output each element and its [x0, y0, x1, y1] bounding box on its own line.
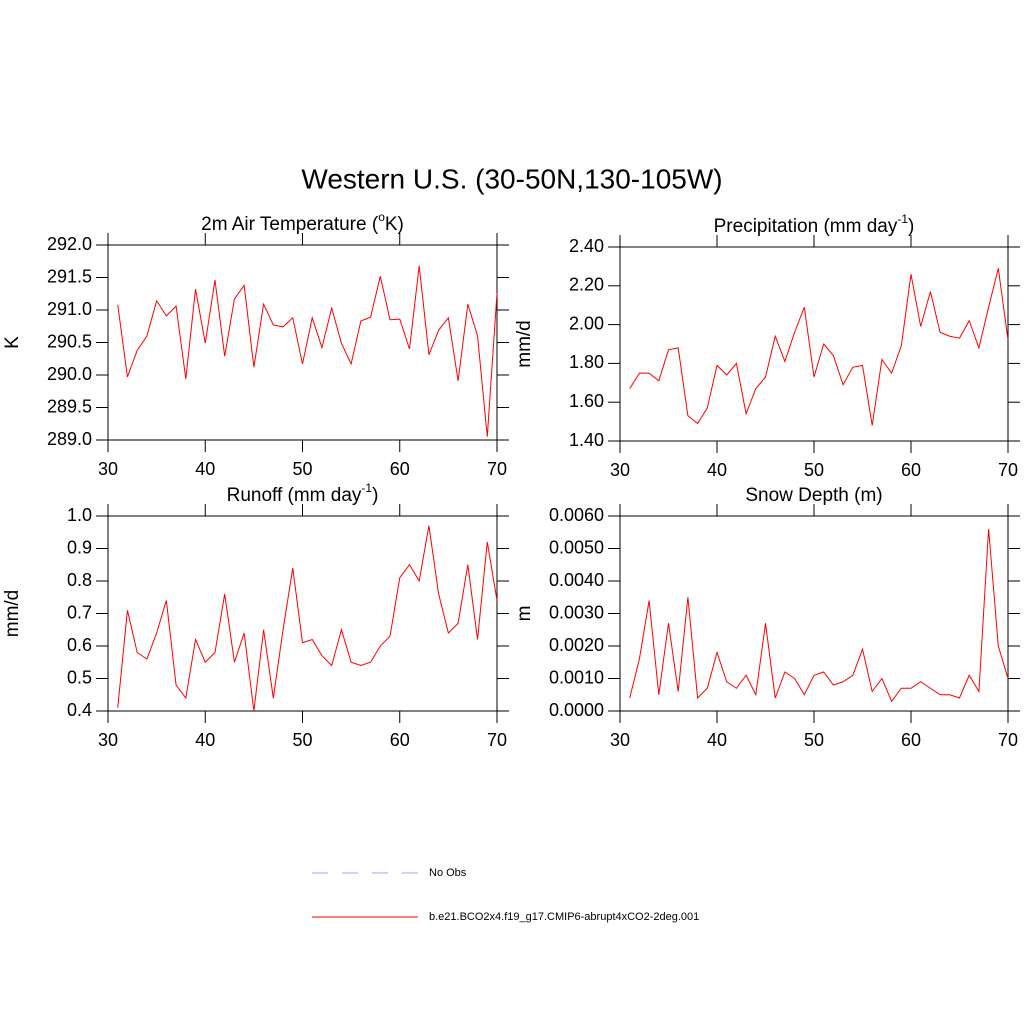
- y-tick-label: 292.0: [47, 234, 92, 254]
- title-part: o: [378, 210, 385, 224]
- y-axis-label: mm/d: [2, 590, 23, 638]
- x-tick-label: 30: [610, 730, 630, 750]
- y-tick-label: 290.5: [47, 331, 92, 351]
- title-part: Snow Depth (m): [745, 485, 882, 506]
- x-tick-label: 60: [390, 730, 410, 750]
- plot-frame: [107, 515, 498, 712]
- title-part: ): [908, 216, 914, 237]
- title-part: -1: [897, 212, 908, 226]
- x-tick-label: 70: [998, 730, 1018, 750]
- y-tick-label: 0.5: [67, 667, 92, 687]
- data-line: [117, 525, 498, 712]
- x-tick-label: 60: [901, 730, 921, 750]
- y-tick-label: 1.80: [569, 352, 604, 372]
- x-tick-label: 30: [98, 730, 118, 750]
- x-tick-label: 50: [292, 459, 312, 479]
- x-tick-label: 60: [901, 460, 921, 480]
- y-tick-label: 291.5: [47, 266, 92, 286]
- figure-title: Western U.S. (30-50N,130-105W): [301, 163, 722, 194]
- y-tick-label: 291.0: [47, 299, 92, 319]
- legend-label: b.e21.BCO2x4.f19_g17.CMIP6-abrupt4xCO2-2…: [429, 911, 699, 923]
- title-part: Runoff (mm day: [227, 485, 362, 506]
- panel-title: Snow Depth (m): [745, 485, 882, 506]
- legend-label: No Obs: [429, 867, 467, 879]
- title-part: 2m Air Temperature (: [201, 214, 379, 235]
- y-tick-label: 0.7: [67, 602, 92, 622]
- title-part: -1: [361, 481, 372, 495]
- data-line: [629, 268, 1009, 426]
- x-tick-label: 40: [707, 460, 727, 480]
- y-tick-label: 0.0060: [549, 505, 604, 525]
- x-tick-label: 40: [195, 730, 215, 750]
- x-tick-label: 30: [610, 460, 630, 480]
- y-tick-label: 0.8: [67, 570, 92, 590]
- plot-frame: [619, 515, 1009, 712]
- y-tick-label: 0.0020: [549, 635, 604, 655]
- y-tick-label: 0.0040: [549, 570, 604, 590]
- y-tick-label: 1.40: [569, 430, 604, 450]
- x-tick-label: 70: [487, 730, 507, 750]
- y-tick-label: 0.9: [67, 537, 92, 557]
- y-tick-label: 0.6: [67, 635, 92, 655]
- title-part: ): [372, 485, 378, 506]
- y-tick-label: 2.20: [569, 275, 604, 295]
- y-tick-label: 289.5: [47, 396, 92, 416]
- x-tick-label: 60: [390, 459, 410, 479]
- title-part: K): [385, 214, 404, 235]
- y-axis-label: K: [2, 336, 23, 349]
- y-axis-label: m: [514, 606, 535, 622]
- title-part: Precipitation (mm day: [714, 216, 898, 237]
- y-tick-label: 0.0050: [549, 537, 604, 557]
- y-tick-label: 289.0: [47, 429, 92, 449]
- y-tick-label: 0.0000: [549, 700, 604, 720]
- x-tick-label: 70: [998, 460, 1018, 480]
- panel-title: Runoff (mm day-1): [227, 481, 379, 506]
- panel-title: Precipitation (mm day-1): [714, 212, 915, 237]
- plot-frame: [107, 244, 498, 441]
- x-tick-label: 40: [195, 459, 215, 479]
- panel-title: 2m Air Temperature (oK): [201, 210, 404, 235]
- y-tick-label: 2.00: [569, 313, 604, 333]
- x-tick-label: 70: [487, 459, 507, 479]
- data-line: [629, 528, 1009, 703]
- x-tick-label: 50: [292, 730, 312, 750]
- plot-frame: [619, 246, 1009, 442]
- x-tick-label: 30: [98, 459, 118, 479]
- x-tick-label: 40: [707, 730, 727, 750]
- x-tick-label: 50: [804, 730, 824, 750]
- x-tick-label: 50: [804, 460, 824, 480]
- y-tick-label: 2.40: [569, 236, 604, 256]
- y-tick-label: 0.0030: [549, 602, 604, 622]
- y-axis-label: mm/d: [514, 320, 535, 368]
- y-tick-label: 1.0: [67, 505, 92, 525]
- y-tick-label: 0.0010: [549, 667, 604, 687]
- y-tick-label: 290.0: [47, 364, 92, 384]
- y-tick-label: 1.60: [569, 391, 604, 411]
- y-tick-label: 0.4: [67, 700, 92, 720]
- data-line: [117, 265, 498, 437]
